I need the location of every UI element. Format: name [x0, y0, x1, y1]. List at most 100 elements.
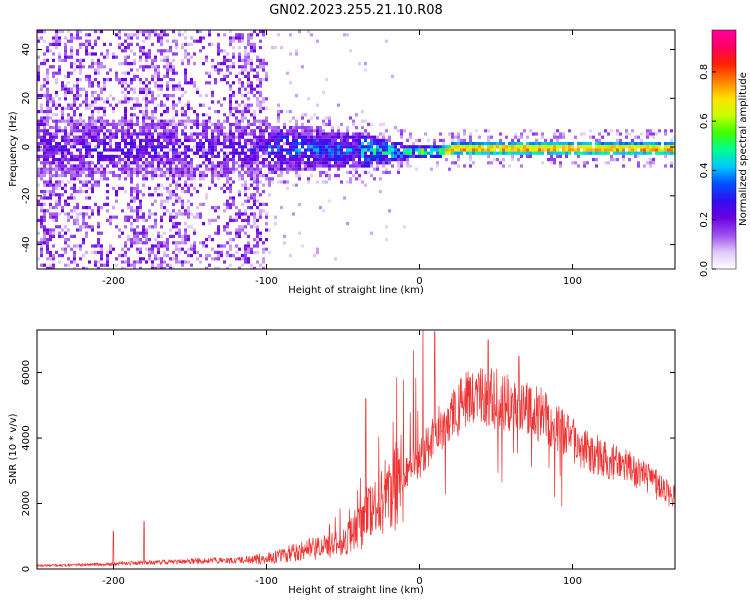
heatmap-cell-859 [103, 142, 106, 145]
heatmap-cell-1962 [196, 148, 199, 151]
heatmap-cell-208 [52, 52, 55, 55]
heatmap-cell-3291 [370, 155, 373, 158]
heatmap-cell-2763 [268, 180, 271, 183]
heatmap-cell-1510 [160, 40, 163, 43]
heatmap-cell-1901 [190, 81, 193, 84]
heatmap-cell-3548 [478, 148, 481, 151]
heatmap-cell-1665 [172, 52, 175, 55]
heatmap-cell-487 [73, 136, 76, 139]
heatmap-cell-2087 [211, 155, 214, 158]
heatmap-cell-1441 [154, 110, 157, 113]
heatmap-cell-3734 [574, 161, 577, 164]
heatmap-cell-1957 [196, 126, 199, 129]
heatmap-cell-142 [46, 148, 49, 151]
heatmap-cell-2848 [283, 168, 286, 171]
heatmap-cell-3064 [322, 155, 325, 158]
heatmap-cell-1694 [172, 174, 175, 177]
heatmap-cell-1609 [166, 139, 169, 142]
heatmap-cell-602 [82, 136, 85, 139]
heatmap-cell-1931 [193, 120, 196, 123]
heatmap-cell-2422 [241, 212, 244, 215]
heatmap-cell-2424 [241, 225, 244, 228]
heatmap-cell-268 [55, 148, 58, 151]
heatmap-cell-1512 [160, 49, 163, 52]
heatmap-cell-2914 [295, 148, 298, 151]
heatmap-cell-2917 [295, 158, 298, 161]
heatmap-cell-1807 [181, 190, 184, 193]
heatmap-cell-576 [79, 155, 82, 158]
heatmap-cell-2268 [229, 142, 232, 145]
heatmap-cell-122 [46, 75, 49, 78]
heatmap-cell-1075 [127, 91, 130, 94]
heatmap-cell-2783 [274, 46, 277, 49]
heatmap-cell-1543 [160, 235, 163, 238]
heatmap-cell-3008 [313, 142, 316, 145]
heatmap-cell-634 [85, 94, 88, 97]
heatmap-cell-3812 [616, 145, 619, 148]
heatmap-cell-3843 [631, 142, 634, 145]
heatmap-cell-1474 [157, 75, 160, 78]
heatmap-cell-3551 [481, 145, 484, 148]
heatmap-cell-2663 [259, 123, 262, 126]
heatmap-cell-1205 [136, 158, 139, 161]
heatmap-cell-2711 [262, 184, 265, 187]
heatmap-cell-1674 [172, 100, 175, 103]
heatmap-cell-2225 [226, 152, 229, 155]
heatmap-cell-1471 [157, 65, 160, 68]
heatmap-cell-2204 [223, 174, 226, 177]
heatmap-cell-186 [49, 177, 52, 180]
heatmap-cell-3838 [628, 148, 631, 151]
heatmap-cell-909 [109, 142, 112, 145]
heatmap-cell-2161 [220, 49, 223, 52]
heatmap-cell-468 [70, 209, 73, 212]
heatmap-cell-3101 [328, 164, 331, 167]
heatmap-cell-3252 [361, 152, 364, 155]
heatmap-cell-2779 [271, 168, 274, 171]
heatmap-cell-2566 [253, 88, 256, 91]
heatmap-cell-3005 [313, 129, 316, 132]
heatmap-cell-3015 [313, 164, 316, 167]
heatmap-cell-525 [76, 94, 79, 97]
heatmap-cell-2142 [217, 139, 220, 142]
heatmap-cell-1922 [190, 248, 193, 251]
heatmap-cell-238 [52, 228, 55, 231]
heatmap-cell-2979 [307, 145, 310, 148]
heatmap-cell-3203 [352, 136, 355, 139]
heatmap-cell-1586 [166, 33, 169, 36]
heatmap-cell-2978 [307, 142, 310, 145]
heatmap-cell-3802 [610, 158, 613, 161]
heatmap-cell-2283 [229, 232, 232, 235]
heatmap-cell-2520 [250, 36, 253, 39]
heatmap-cell-751 [94, 123, 97, 126]
heatmap-cell-1815 [181, 248, 184, 251]
heatmap-cell-1738 [175, 196, 178, 199]
heatmap-cell-940 [112, 206, 115, 209]
heatmap-cell-471 [70, 248, 73, 251]
heatmap-cell-1480 [157, 120, 160, 123]
heatmap-cell-826 [100, 152, 103, 155]
heatmap-cell-686 [88, 148, 91, 151]
heatmap-cell-1110 [130, 78, 133, 81]
heatmap-cell-163 [49, 43, 52, 46]
heatmap-cell-1788 [181, 62, 184, 65]
heatmap-cell-356 [64, 36, 67, 39]
heatmap-cell-98 [43, 171, 46, 174]
heatmap-cell-1408 [151, 142, 154, 145]
heatmap-cell-772 [97, 62, 100, 65]
heatmap-cell-290 [58, 40, 61, 43]
heatmap-cell-1149 [133, 33, 136, 36]
heatmap-cell-2722 [265, 72, 268, 75]
heatmap-cell-557 [79, 59, 82, 62]
heatmap-cell-850 [103, 107, 106, 110]
heatmap-cell-767 [94, 260, 97, 263]
heatmap-cell-3442 [424, 145, 427, 148]
heatmap-cell-3744 [580, 152, 583, 155]
heatmap-cell-1450 [154, 155, 157, 158]
heatmap-cell-370 [64, 120, 67, 123]
heatmap-cell-825 [100, 142, 103, 145]
heatmap-cell-3745 [583, 132, 586, 135]
heatmap-cell-3134 [337, 132, 340, 135]
heatmap-cell-408 [67, 107, 70, 110]
heatmap-cell-2757 [268, 155, 271, 158]
heatmap-cell-2672 [259, 155, 262, 158]
